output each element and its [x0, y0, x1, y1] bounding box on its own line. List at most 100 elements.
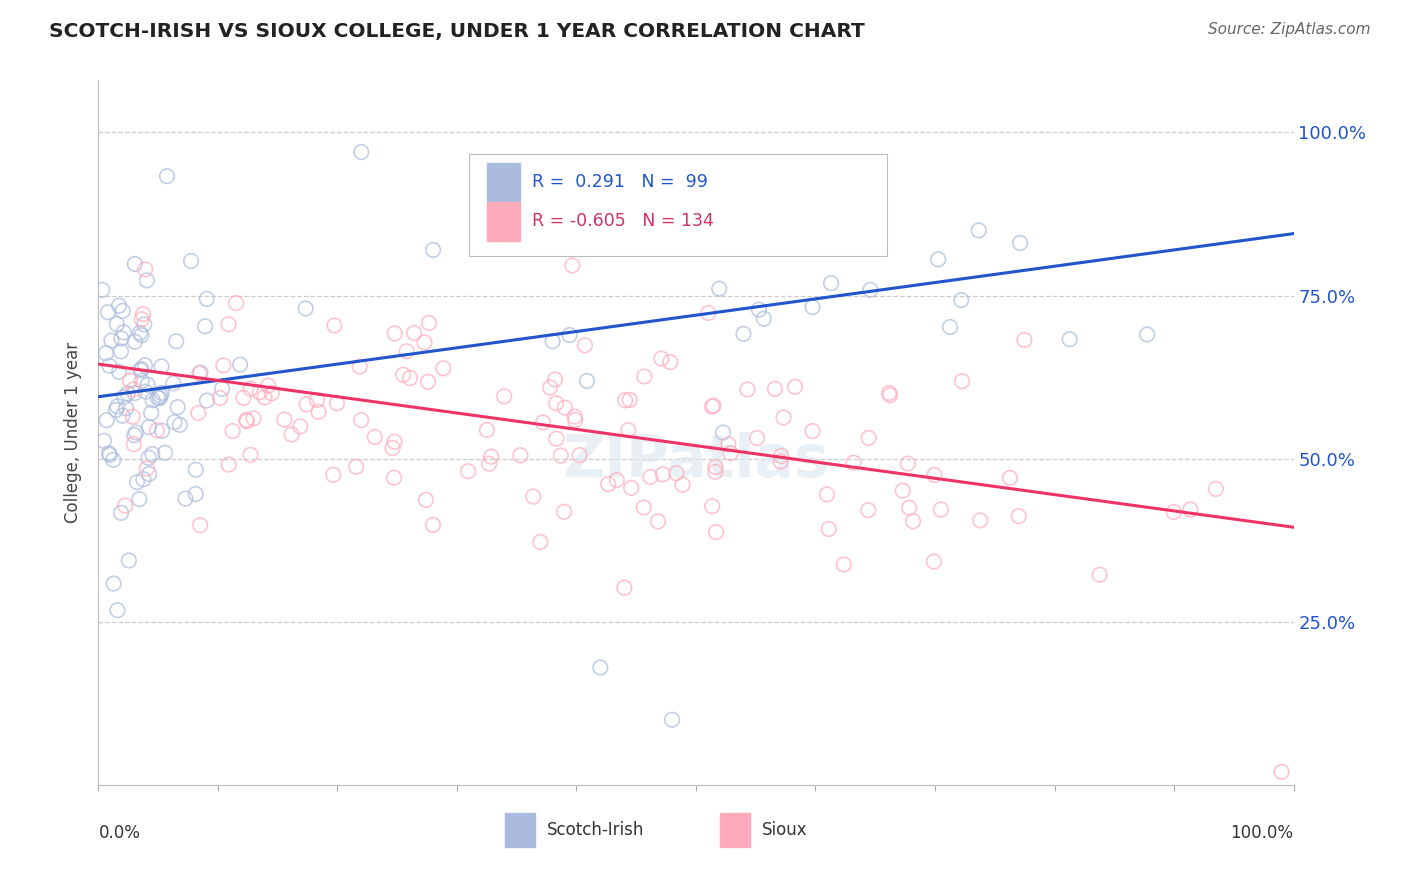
Point [717, 437, 740, 451]
Point [457, 464, 479, 478]
Point [100, 334, 122, 348]
Point [103, 576, 125, 591]
Point [124, 386, 146, 401]
FancyBboxPatch shape [470, 154, 887, 257]
Point [112, 390, 135, 404]
Point [633, 500, 655, 515]
Point [748, 302, 770, 317]
Point [162, 376, 184, 391]
Point [117, 386, 139, 401]
Point [290, 419, 312, 434]
Point [129, 363, 152, 377]
Point [575, 374, 598, 388]
Point [211, 382, 233, 396]
Point [704, 525, 727, 540]
Point [558, 328, 581, 343]
Point [169, 417, 191, 432]
Point [364, 430, 387, 444]
Point [877, 386, 900, 401]
Point [568, 448, 591, 462]
Point [138, 467, 160, 481]
Point [546, 432, 568, 446]
Point [901, 514, 924, 528]
Point [134, 358, 156, 372]
Point [149, 389, 172, 403]
Point [188, 367, 211, 381]
Point [478, 457, 501, 471]
Point [249, 385, 271, 400]
Point [641, 233, 664, 247]
Point [633, 369, 655, 384]
Bar [720, 814, 749, 847]
Point [165, 334, 187, 349]
Point [322, 467, 344, 482]
Point [415, 492, 437, 507]
Point [922, 555, 945, 569]
Point [416, 375, 439, 389]
Point [700, 400, 723, 414]
Point [229, 358, 252, 372]
Point [538, 380, 561, 394]
Point [350, 413, 373, 427]
Point [138, 420, 160, 434]
Point [91, 283, 114, 297]
Text: 100.0%: 100.0% [1230, 823, 1294, 842]
Point [125, 425, 148, 440]
Point [142, 393, 165, 408]
Point [195, 292, 218, 306]
Point [574, 338, 596, 352]
Point [1010, 235, 1032, 250]
Point [344, 459, 367, 474]
Point [239, 448, 262, 462]
Point [118, 553, 141, 567]
Point [132, 307, 155, 321]
Point [589, 660, 612, 674]
Point [122, 428, 145, 442]
Point [783, 380, 806, 394]
Point [209, 391, 232, 405]
Point [422, 517, 444, 532]
Point [858, 431, 880, 445]
Point [295, 397, 318, 411]
Point [763, 382, 786, 396]
Point [349, 359, 371, 374]
Text: Sioux: Sioux [762, 821, 807, 839]
Point [541, 334, 564, 349]
Point [222, 424, 245, 438]
Point [118, 374, 141, 388]
Point [381, 441, 404, 455]
Point [1008, 509, 1031, 524]
Point [1180, 502, 1202, 516]
Point [121, 409, 143, 424]
Point [475, 423, 498, 437]
Point [522, 490, 544, 504]
Point [153, 446, 176, 460]
Point [392, 368, 415, 382]
Point [188, 518, 211, 533]
Point [598, 477, 620, 491]
Point [131, 374, 153, 388]
Point [967, 223, 990, 237]
Point [702, 399, 724, 413]
Y-axis label: College, Under 1 year: College, Under 1 year [65, 342, 83, 524]
Point [927, 252, 949, 267]
Point [820, 276, 842, 290]
Point [969, 513, 991, 527]
Point [124, 257, 146, 271]
Point [294, 301, 316, 316]
Point [665, 467, 688, 481]
Point [163, 415, 186, 429]
Text: R =  0.291   N =  99: R = 0.291 N = 99 [533, 173, 709, 192]
Point [950, 374, 973, 388]
Point [156, 169, 179, 184]
Point [832, 558, 855, 572]
Point [129, 362, 152, 376]
Point [422, 243, 444, 257]
Point [150, 424, 173, 438]
Point [104, 403, 127, 417]
Point [257, 378, 280, 392]
Point [141, 447, 163, 461]
Point [108, 299, 131, 313]
Point [166, 400, 188, 414]
Point [115, 401, 138, 416]
